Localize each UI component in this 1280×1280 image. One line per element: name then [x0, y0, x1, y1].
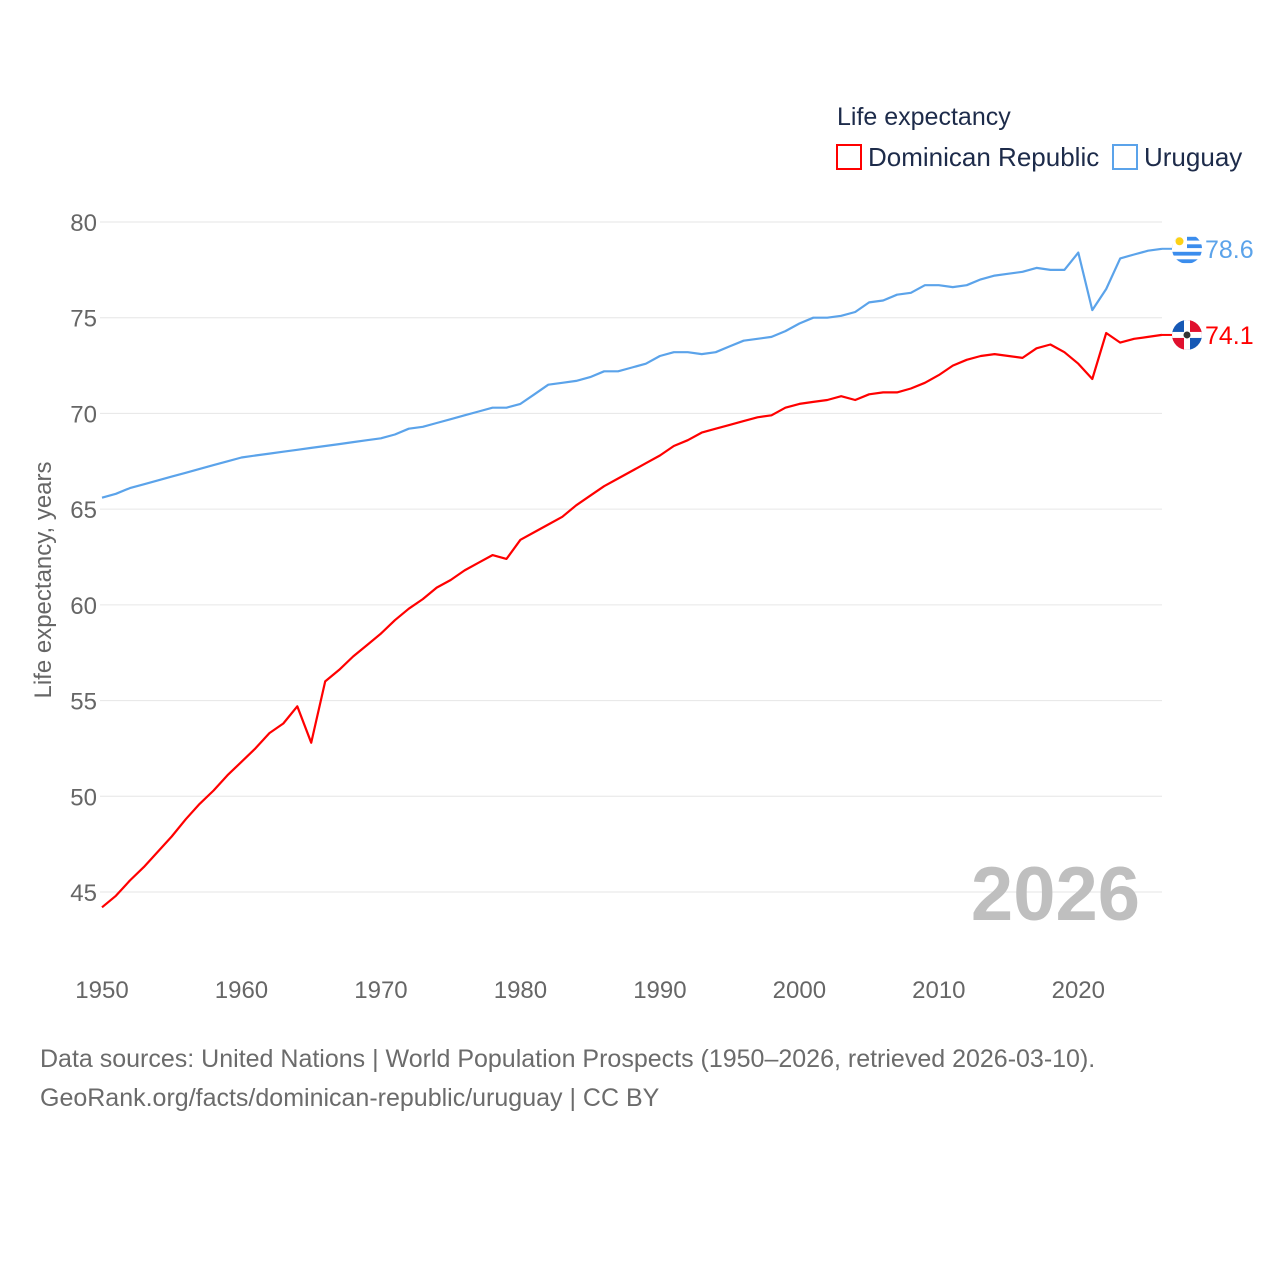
y-tick-label: 45 — [70, 880, 97, 907]
x-tick-label: 2020 — [1052, 977, 1105, 1004]
data-source-note: Data sources: United Nations | World Pop… — [40, 1045, 1096, 1073]
y-tick-label: 50 — [70, 784, 97, 811]
source-link[interactable]: GeoRank.org/facts/dominican-republic/uru… — [40, 1084, 660, 1112]
dominican-republic-flag-icon — [1172, 319, 1202, 350]
legend-item-dominican-republic[interactable]: Dominican Republic — [836, 142, 1099, 172]
end-value-label: 74.1 — [1205, 322, 1254, 350]
series-lines — [101, 247, 1163, 909]
end-labels: 74.1 78.6 — [1162, 233, 1254, 350]
y-tick-label: 70 — [70, 401, 97, 428]
gridlines — [100, 221, 1162, 893]
x-tick-label: 2010 — [912, 977, 965, 1004]
x-tick-label: 1950 — [75, 977, 128, 1004]
x-tick-label: 1980 — [494, 977, 547, 1004]
y-tick-label: 65 — [70, 497, 97, 524]
end-value-label: 78.6 — [1205, 236, 1254, 264]
legend: Life expectancy Dominican Republic Urugu… — [836, 103, 1242, 172]
y-tick-label: 60 — [70, 593, 97, 620]
legend-title: Life expectancy — [837, 103, 1011, 131]
x-tick-label: 1990 — [633, 977, 686, 1004]
uruguay-flag-icon — [1172, 233, 1202, 264]
y-tick-label: 55 — [70, 689, 97, 716]
y-tick-label: 80 — [70, 210, 97, 237]
legend-label: Dominican Republic — [868, 142, 1099, 172]
x-tick-label: 1960 — [215, 977, 268, 1004]
legend-swatch-dominican-republic — [836, 144, 862, 170]
legend-swatch-uruguay — [1112, 144, 1138, 170]
x-axis-ticks: 1950 1960 1970 1980 1990 2000 2010 2020 — [75, 977, 1105, 1004]
series-line-uruguay — [101, 247, 1163, 499]
legend-item-uruguay[interactable]: Uruguay — [1112, 142, 1242, 172]
x-tick-label: 2000 — [773, 977, 826, 1004]
legend-label: Uruguay — [1144, 142, 1242, 172]
x-tick-label: 1970 — [354, 977, 407, 1004]
series-line-dominican-republic — [101, 331, 1163, 909]
year-watermark: 2026 — [971, 852, 1140, 937]
y-axis-ticks: 45 50 55 60 65 70 75 80 — [70, 210, 97, 907]
y-tick-label: 75 — [70, 306, 97, 333]
y-axis-label: Life expectancy, years — [30, 461, 57, 698]
